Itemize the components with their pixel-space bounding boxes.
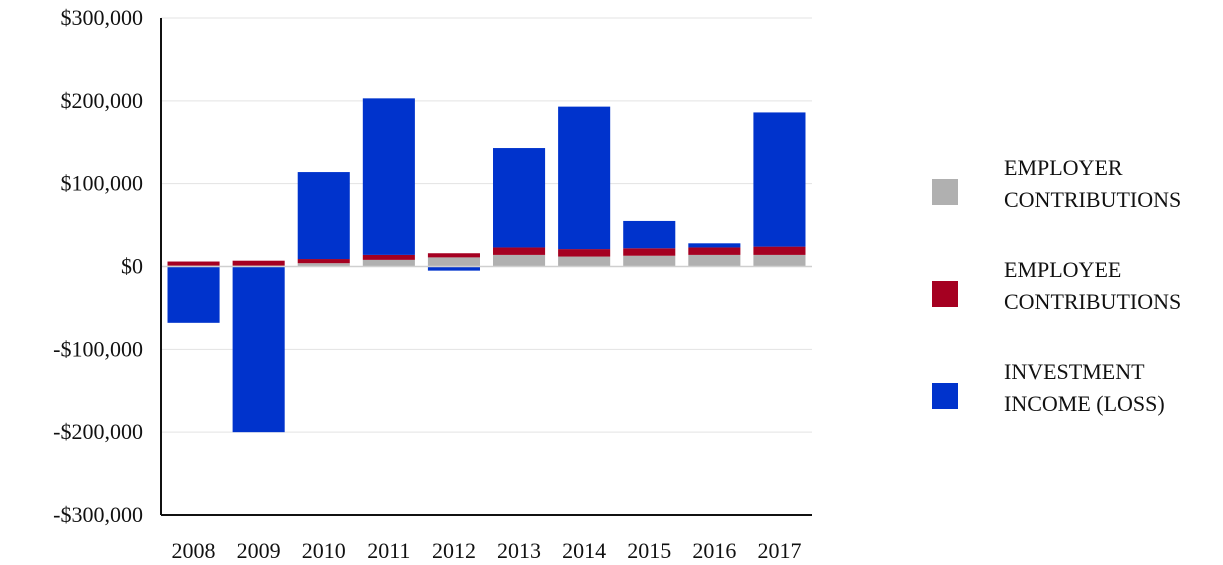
bar-employer-contributions-2012: [427, 257, 480, 267]
x-tick-label: 2008: [172, 538, 216, 563]
bar-investment-income-loss--2013: [493, 148, 546, 248]
bar-employee-contributions-2010: [297, 259, 350, 264]
bar-employee-contributions-2017: [753, 246, 806, 255]
bar-investment-income-loss--2011: [362, 98, 415, 255]
axes: [160, 18, 812, 516]
x-tick-label: 2013: [497, 538, 541, 563]
bar-employee-contributions-2009: [232, 260, 285, 266]
bar-employer-contributions-2017: [753, 254, 806, 267]
y-tick-label: -$300,000: [53, 502, 143, 527]
x-tick-label: 2009: [237, 538, 281, 563]
bar-employer-contributions-2014: [558, 256, 611, 267]
y-axis-tick-labels: $300,000 $200,000 $100,000 $0 -$100,000 -$200…: [53, 5, 143, 527]
legend: EMPLOYER CONTRIBUTIONS EMPLOYEE CONTRIBUTIO…: [932, 155, 1181, 416]
bar-investment-income-loss--2009: [232, 266, 285, 433]
bar-employer-contributions-2013: [493, 254, 546, 267]
bar-employer-contributions-2011: [362, 259, 415, 267]
bar-employee-contributions-2016: [688, 247, 741, 255]
y-tick-label: -$100,000: [53, 336, 143, 361]
bar-investment-income-loss--2008: [167, 266, 220, 323]
y-tick-label: $200,000: [61, 88, 144, 113]
bar-employee-contributions-2011: [362, 254, 415, 260]
legend-label: INCOME (LOSS): [1004, 391, 1165, 416]
y-tick-label: $100,000: [61, 171, 144, 196]
legend-swatch: [932, 179, 958, 205]
bar-investment-income-loss--2010: [297, 172, 350, 260]
bar-employee-contributions-2014: [558, 249, 611, 257]
y-tick-label: $0: [121, 254, 143, 279]
x-tick-label: 2010: [302, 538, 346, 563]
bar-employee-contributions-2012: [427, 253, 480, 258]
legend-label: CONTRIBUTIONS: [1004, 187, 1181, 212]
bar-investment-income-loss--2015: [623, 220, 676, 249]
x-axis-tick-labels: 2008 2009 2010 2011 2012 2013 2014 2015 2016 2017: [172, 538, 802, 563]
legend-label: CONTRIBUTIONS: [1004, 289, 1181, 314]
x-tick-label: 2017: [757, 538, 801, 563]
bar-employee-contributions-2013: [493, 247, 546, 255]
legend-swatch: [932, 281, 958, 307]
legend-swatch: [932, 383, 958, 409]
bar-employee-contributions-2015: [623, 248, 676, 256]
bar-investment-income-loss--2014: [558, 106, 611, 250]
x-tick-label: 2011: [367, 538, 410, 563]
bar-employer-contributions-2015: [623, 255, 676, 267]
y-tick-label: -$200,000: [53, 419, 143, 444]
bar-employer-contributions-2016: [688, 254, 741, 267]
y-tick-label: $300,000: [61, 5, 144, 30]
bar-employer-contributions-2010: [297, 263, 350, 267]
bar-investment-income-loss--2012: [427, 266, 480, 271]
bars: [167, 98, 806, 433]
x-tick-label: 2012: [432, 538, 476, 563]
x-tick-label: 2016: [692, 538, 736, 563]
bar-employee-contributions-2008: [167, 261, 220, 266]
x-tick-label: 2014: [562, 538, 606, 563]
legend-label: EMPLOYER: [1004, 155, 1123, 180]
x-tick-label: 2015: [627, 538, 671, 563]
legend-label: INVESTMENT: [1004, 359, 1145, 384]
legend-label: EMPLOYEE: [1004, 257, 1121, 282]
bar-investment-income-loss--2016: [688, 243, 741, 248]
bar-investment-income-loss--2017: [753, 112, 806, 247]
